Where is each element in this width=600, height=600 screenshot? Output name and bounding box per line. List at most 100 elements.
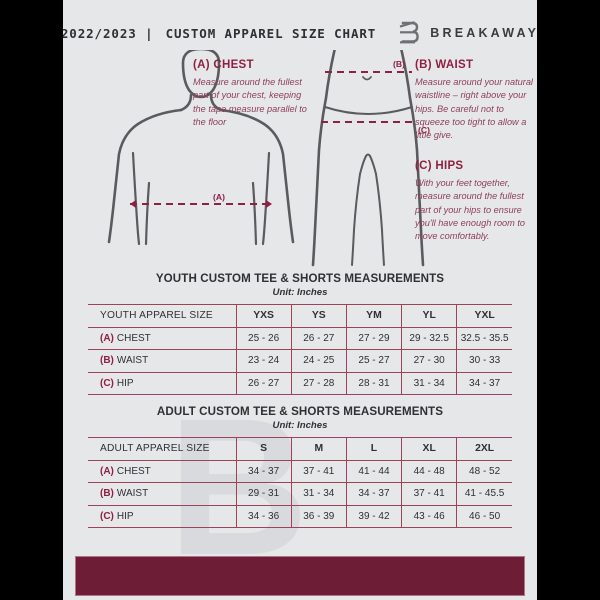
table-row: (A) CHEST 34 - 37 37 - 41 41 - 44 44 - 48…: [88, 459, 512, 483]
youth-row-label-hip: (C) HIP: [88, 371, 236, 395]
youth-chest-3: 29 - 32.5: [401, 326, 457, 350]
header-title: CUSTOM APPAREL SIZE CHART: [165, 25, 377, 41]
adult-hip-3: 43 - 46: [401, 504, 457, 528]
youth-hip-0: 26 - 27: [235, 371, 292, 395]
row-name: WAIST: [116, 488, 149, 500]
row-tag: (A): [100, 332, 114, 344]
table-row: (A) CHEST 25 - 26 26 - 27 27 - 29 29 - 32…: [88, 326, 512, 350]
adult-row-label-waist: (B) WAIST: [88, 482, 236, 506]
youth-col-0: YXS: [235, 304, 292, 328]
adult-chest-2: 41 - 44: [345, 459, 402, 483]
guide-heading-chest: (A) CHEST: [193, 59, 254, 71]
header-title-group: 2022/2023 | CUSTOM APPAREL SIZE CHART: [63, 26, 376, 41]
size-chart-page: B 2022/2023 | CUSTOM APPAREL SIZE CHART …: [63, 0, 537, 600]
youth-col-4: YXL: [456, 304, 512, 328]
breakaway-b-logo-icon: [399, 21, 420, 44]
youth-table-body: YOUTH APPAREL SIZE YXS YS YM YL YXL (A) C…: [88, 304, 512, 395]
row-tag: (C): [100, 377, 114, 389]
row-tag: (A): [100, 465, 114, 477]
adult-waist-1: 31 - 34: [290, 482, 347, 506]
adult-chest-3: 44 - 48: [401, 459, 457, 483]
adult-col-1: M: [290, 437, 347, 461]
table-header-row: YOUTH APPAREL SIZE YXS YS YM YL YXL: [88, 304, 512, 328]
youth-size-table: YOUTH APPAREL SIZE YXS YS YM YL YXL (A) C…: [88, 304, 512, 395]
footer-accent-bar: [75, 556, 525, 596]
youth-chest-1: 26 - 27: [290, 326, 347, 350]
youth-waist-0: 23 - 24: [235, 349, 292, 373]
adult-col-4: 2XL: [456, 437, 512, 461]
adult-col-0: S: [235, 437, 292, 461]
youth-col-3: YL: [401, 304, 457, 328]
row-name: WAIST: [116, 355, 149, 367]
header-separator: |: [145, 25, 154, 41]
adult-hip-1: 36 - 39: [290, 504, 347, 528]
youth-row-label-chest: (A) CHEST: [88, 326, 236, 350]
youth-col-1: YS: [290, 304, 347, 328]
upper-body-figure: [107, 50, 295, 246]
youth-table-unit: Unit: Inches: [272, 287, 328, 298]
guide-heading-hips: (C) HIPS: [415, 160, 464, 172]
adult-hip-4: 46 - 50: [456, 504, 512, 528]
adult-hip-2: 39 - 42: [345, 504, 402, 528]
page-header: 2022/2023 | CUSTOM APPAREL SIZE CHART BR…: [63, 18, 537, 48]
chest-arrow-left-icon: [130, 200, 136, 208]
adult-waist-2: 34 - 37: [345, 482, 402, 506]
brand-name: BREAKAWAY: [430, 26, 537, 40]
row-name: CHEST: [116, 465, 151, 477]
measurement-illustrations: (A) (B) (C) (A) CHEST Measure around the…: [63, 50, 537, 272]
adult-waist-3: 37 - 41: [401, 482, 457, 506]
youth-size-label: YOUTH APPAREL SIZE: [88, 304, 236, 328]
row-name: HIP: [116, 377, 134, 389]
adult-chest-0: 34 - 37: [235, 459, 292, 483]
row-tag: (B): [100, 488, 114, 500]
table-row: (B) WAIST 29 - 31 31 - 34 34 - 37 37 - 41…: [88, 482, 512, 506]
table-row: (B) WAIST 23 - 24 24 - 25 25 - 27 27 - 30…: [88, 349, 512, 373]
youth-waist-1: 24 - 25: [290, 349, 347, 373]
guide-body-hips: With your feet together, measure around …: [415, 178, 526, 242]
adult-row-label-hip: (C) HIP: [88, 504, 236, 528]
adult-table-title: ADULT CUSTOM TEE & SHORTS MEASUREMENTS: [156, 405, 444, 418]
adult-row-label-chest: (A) CHEST: [88, 459, 236, 483]
youth-chest-0: 25 - 26: [235, 326, 292, 350]
adult-col-3: XL: [401, 437, 457, 461]
table-row: (C) HIP 34 - 36 36 - 39 39 - 42 43 - 46 4…: [88, 504, 512, 528]
adult-waist-0: 29 - 31: [235, 482, 292, 506]
adult-size-section: ADULT CUSTOM TEE & SHORTS MEASUREMENTS U…: [63, 405, 537, 528]
adult-table-unit: Unit: Inches: [272, 420, 328, 431]
diagram-label-waist: (B): [393, 59, 405, 69]
guide-body-chest: Measure around the fullest part of your …: [193, 77, 307, 128]
header-season: 2022/2023: [63, 25, 137, 41]
row-name: HIP: [116, 510, 134, 522]
diagram-label-hip: (C): [418, 125, 430, 135]
youth-chest-4: 32.5 - 35.5: [456, 326, 512, 350]
youth-waist-3: 27 - 30: [401, 349, 457, 373]
youth-size-section: YOUTH CUSTOM TEE & SHORTS MEASUREMENTS U…: [63, 272, 537, 395]
youth-hip-1: 27 - 28: [290, 371, 347, 395]
youth-hip-3: 31 - 34: [401, 371, 457, 395]
youth-col-2: YM: [345, 304, 402, 328]
adult-size-label: ADULT APPAREL SIZE: [88, 437, 236, 461]
youth-hip-2: 28 - 31: [345, 371, 402, 395]
youth-waist-4: 30 - 33: [456, 349, 512, 373]
guide-block-hips: (C) HIPS With your feet together, measur…: [415, 160, 537, 244]
adult-chest-4: 48 - 52: [456, 459, 512, 483]
brand-logo-group: BREAKAWAY: [398, 20, 537, 46]
guide-body-waist: Measure around your natural waistline – …: [415, 77, 533, 141]
youth-table-title: YOUTH CUSTOM TEE & SHORTS MEASUREMENTS: [155, 272, 445, 285]
row-tag: (C): [100, 510, 114, 522]
guide-heading-waist: (B) WAIST: [415, 59, 474, 71]
diagram-label-chest: (A): [213, 192, 225, 202]
adult-table-body: ADULT APPAREL SIZE S M L XL 2XL (A) CHEST…: [88, 437, 512, 528]
adult-chest-1: 37 - 41: [290, 459, 347, 483]
lower-body-figure: [311, 50, 425, 267]
youth-waist-2: 25 - 27: [345, 349, 402, 373]
adult-size-table: ADULT APPAREL SIZE S M L XL 2XL (A) CHEST…: [88, 437, 512, 528]
youth-row-label-waist: (B) WAIST: [88, 349, 236, 373]
youth-hip-4: 34 - 37: [456, 371, 512, 395]
body-diagrams-svg: [107, 50, 425, 267]
youth-chest-2: 27 - 29: [345, 326, 402, 350]
adult-col-2: L: [345, 437, 402, 461]
chest-arrow-right-icon: [266, 200, 272, 208]
table-row: (C) HIP 26 - 27 27 - 28 28 - 31 31 - 34 3…: [88, 371, 512, 395]
adult-hip-0: 34 - 36: [235, 504, 292, 528]
